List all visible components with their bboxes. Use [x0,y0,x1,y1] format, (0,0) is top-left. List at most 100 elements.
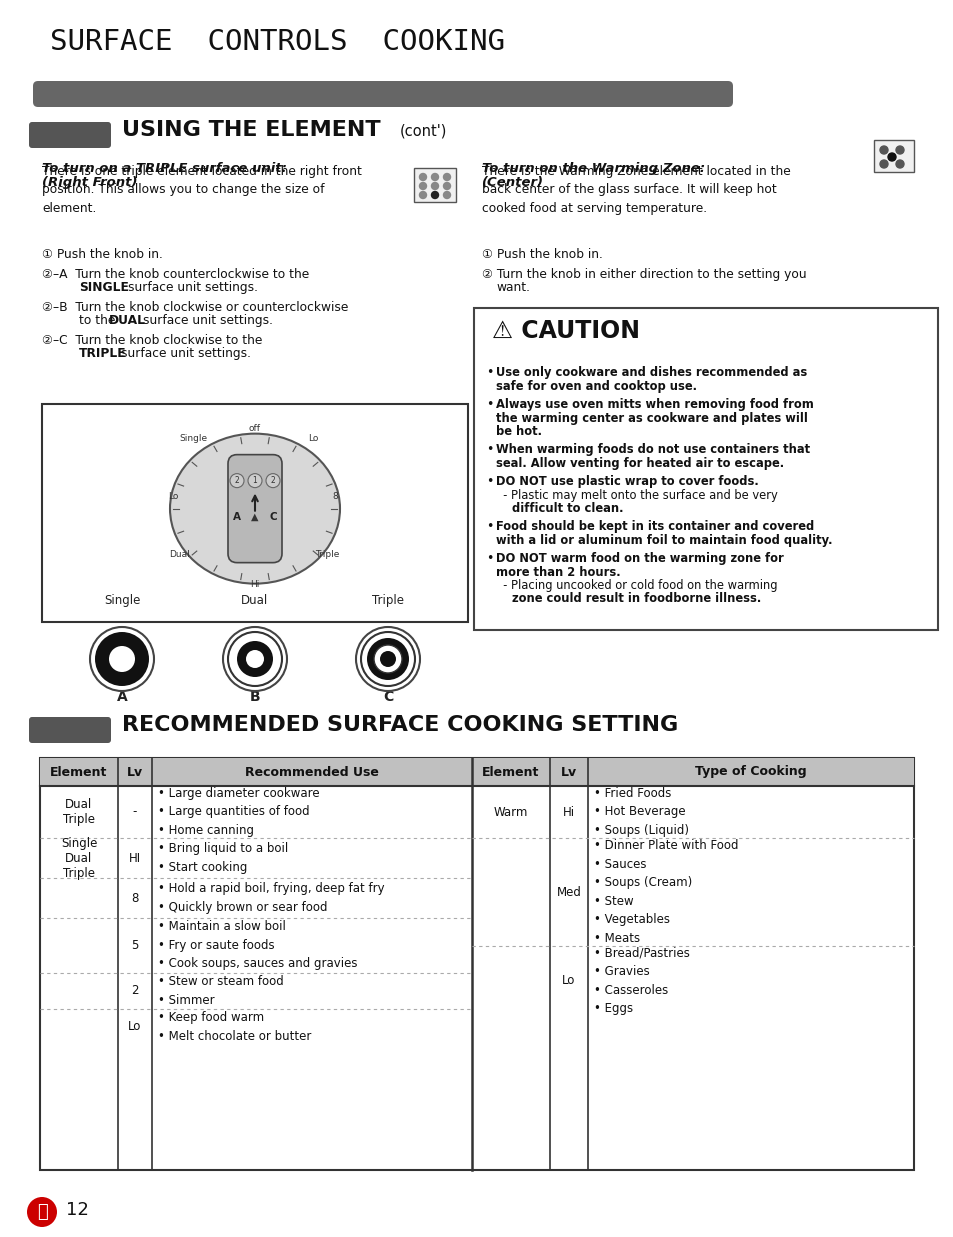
Text: 8: 8 [132,892,138,904]
Text: surface unit settings.: surface unit settings. [121,348,251,360]
Circle shape [228,632,282,687]
FancyBboxPatch shape [29,122,111,148]
Ellipse shape [170,434,339,584]
Circle shape [230,474,244,487]
Circle shape [895,146,903,153]
Text: Single: Single [179,434,207,443]
Text: ② Turn the knob in either direction to the setting you: ② Turn the knob in either direction to t… [481,268,806,281]
Text: A: A [116,690,128,704]
Text: Type of Cooking: Type of Cooking [695,766,806,778]
Text: Element: Element [51,766,108,778]
Text: seal. Allow venting for heated air to escape.: seal. Allow venting for heated air to es… [496,456,783,470]
Text: • Maintain a slow boil
• Fry or saute foods
• Cook soups, sauces and gravies: • Maintain a slow boil • Fry or saute fo… [158,920,357,971]
Bar [42,404,468,622]
Text: 2: 2 [234,476,239,485]
Text: •: • [485,366,493,379]
Circle shape [266,474,280,487]
Text: ②–C  Turn the knob clockwise to the: ②–C Turn the knob clockwise to the [42,334,262,348]
Text: -: - [132,805,137,819]
Bar [40,758,913,1170]
Text: 2: 2 [271,476,275,485]
Text: ⚠ CAUTION: ⚠ CAUTION [492,319,639,343]
Bar [873,140,913,172]
Text: To turn on the Warming Zone:: To turn on the Warming Zone: [481,162,704,174]
Text: Lo: Lo [168,491,178,501]
Text: To turn on a TRIPLE surface unit:: To turn on a TRIPLE surface unit: [42,162,287,174]
FancyBboxPatch shape [29,717,111,743]
Text: with a lid or aluminum foil to maintain food quality.: with a lid or aluminum foil to maintain … [496,534,832,547]
Text: Lv: Lv [560,766,577,778]
FancyBboxPatch shape [228,455,282,563]
Circle shape [367,638,409,680]
Circle shape [374,644,401,673]
Text: 5: 5 [132,939,138,952]
Text: Dual: Dual [170,549,191,559]
Text: 1: 1 [253,476,257,485]
Text: (cont'): (cont') [399,124,447,139]
Text: •: • [485,475,493,489]
Circle shape [431,192,438,198]
Text: ▲: ▲ [251,512,258,522]
Circle shape [419,173,426,181]
Text: - Plastic may melt onto the surface and be very: - Plastic may melt onto the surface and … [496,489,777,502]
Text: off: off [249,423,261,433]
Text: •: • [485,398,493,411]
Text: SINGLE: SINGLE [79,281,129,294]
Text: ① Push the knob in.: ① Push the knob in. [42,247,163,261]
Circle shape [887,153,895,161]
Circle shape [879,146,887,153]
Circle shape [360,632,415,687]
Text: Always use oven mitts when removing food from: Always use oven mitts when removing food… [496,398,813,411]
Text: • Bring liquid to a boil
• Start cooking: • Bring liquid to a boil • Start cooking [158,842,288,873]
Text: RECOMMENDED SURFACE COOKING SETTING: RECOMMENDED SURFACE COOKING SETTING [122,715,678,735]
Text: Lo: Lo [308,434,318,443]
Text: ②–A  Turn the knob counterclockwise to the: ②–A Turn the knob counterclockwise to th… [42,268,309,281]
Text: Lo: Lo [128,1021,142,1033]
Bar [414,168,456,202]
Circle shape [95,632,149,687]
Text: Single
Dual
Triple: Single Dual Triple [61,836,97,880]
Circle shape [246,649,264,668]
Circle shape [431,183,438,189]
Text: C: C [382,690,393,704]
Text: • Stew or steam food
• Simmer: • Stew or steam food • Simmer [158,975,283,1007]
Text: - Placing uncooked or cold food on the warming: - Placing uncooked or cold food on the w… [496,579,777,593]
Text: to the: to the [79,314,115,327]
Text: 2: 2 [132,985,138,997]
Circle shape [27,1197,57,1227]
Text: DO NOT use plastic wrap to cover foods.: DO NOT use plastic wrap to cover foods. [496,475,758,489]
Text: • Bread/Pastries
• Gravies
• Casseroles
• Eggs: • Bread/Pastries • Gravies • Casseroles … [594,946,689,1016]
Text: Single: Single [104,594,140,607]
Text: Triple: Triple [314,549,339,559]
Text: There is one triple element located in the right front
position. This allows you: There is one triple element located in t… [42,165,361,215]
Text: B: B [250,690,260,704]
Text: USING THE ELEMENT: USING THE ELEMENT [122,120,380,140]
Text: • Hold a rapid boil, frying, deep fat fry
• Quickly brown or sear food: • Hold a rapid boil, frying, deep fat fr… [158,882,384,914]
Text: •: • [485,443,493,456]
Circle shape [895,160,903,168]
Text: TRIPLE: TRIPLE [79,348,127,360]
Text: • Large diameter cookware
• Large quantities of food
• Home canning: • Large diameter cookware • Large quanti… [158,787,319,837]
Text: Hi: Hi [250,580,259,589]
Circle shape [419,192,426,198]
Text: surface unit settings.: surface unit settings. [128,281,257,294]
Text: There is the Warming Zone element located in the
back center of the glass surfac: There is the Warming Zone element locate… [481,165,790,215]
Text: Element: Element [482,766,539,778]
Circle shape [419,183,426,189]
Text: Ⓖ: Ⓖ [36,1204,48,1221]
Text: • Fried Foods
• Hot Beverage
• Soups (Liquid): • Fried Foods • Hot Beverage • Soups (Li… [594,787,688,837]
Bar [474,308,937,630]
Bar [472,758,913,785]
Circle shape [879,160,887,168]
Text: zone could result in foodborne illness.: zone could result in foodborne illness. [496,593,760,605]
Circle shape [443,192,450,198]
Text: SURFACE  CONTROLS  COOKING: SURFACE CONTROLS COOKING [50,28,504,56]
Text: be hot.: be hot. [496,426,541,438]
Text: 8: 8 [332,491,337,501]
Text: DUAL: DUAL [109,314,146,327]
Text: Dual
Triple: Dual Triple [63,798,95,826]
Circle shape [109,646,135,672]
Text: want.: want. [496,281,530,294]
Text: Lv: Lv [127,766,143,778]
Text: Food should be kept in its container and covered: Food should be kept in its container and… [496,520,814,533]
